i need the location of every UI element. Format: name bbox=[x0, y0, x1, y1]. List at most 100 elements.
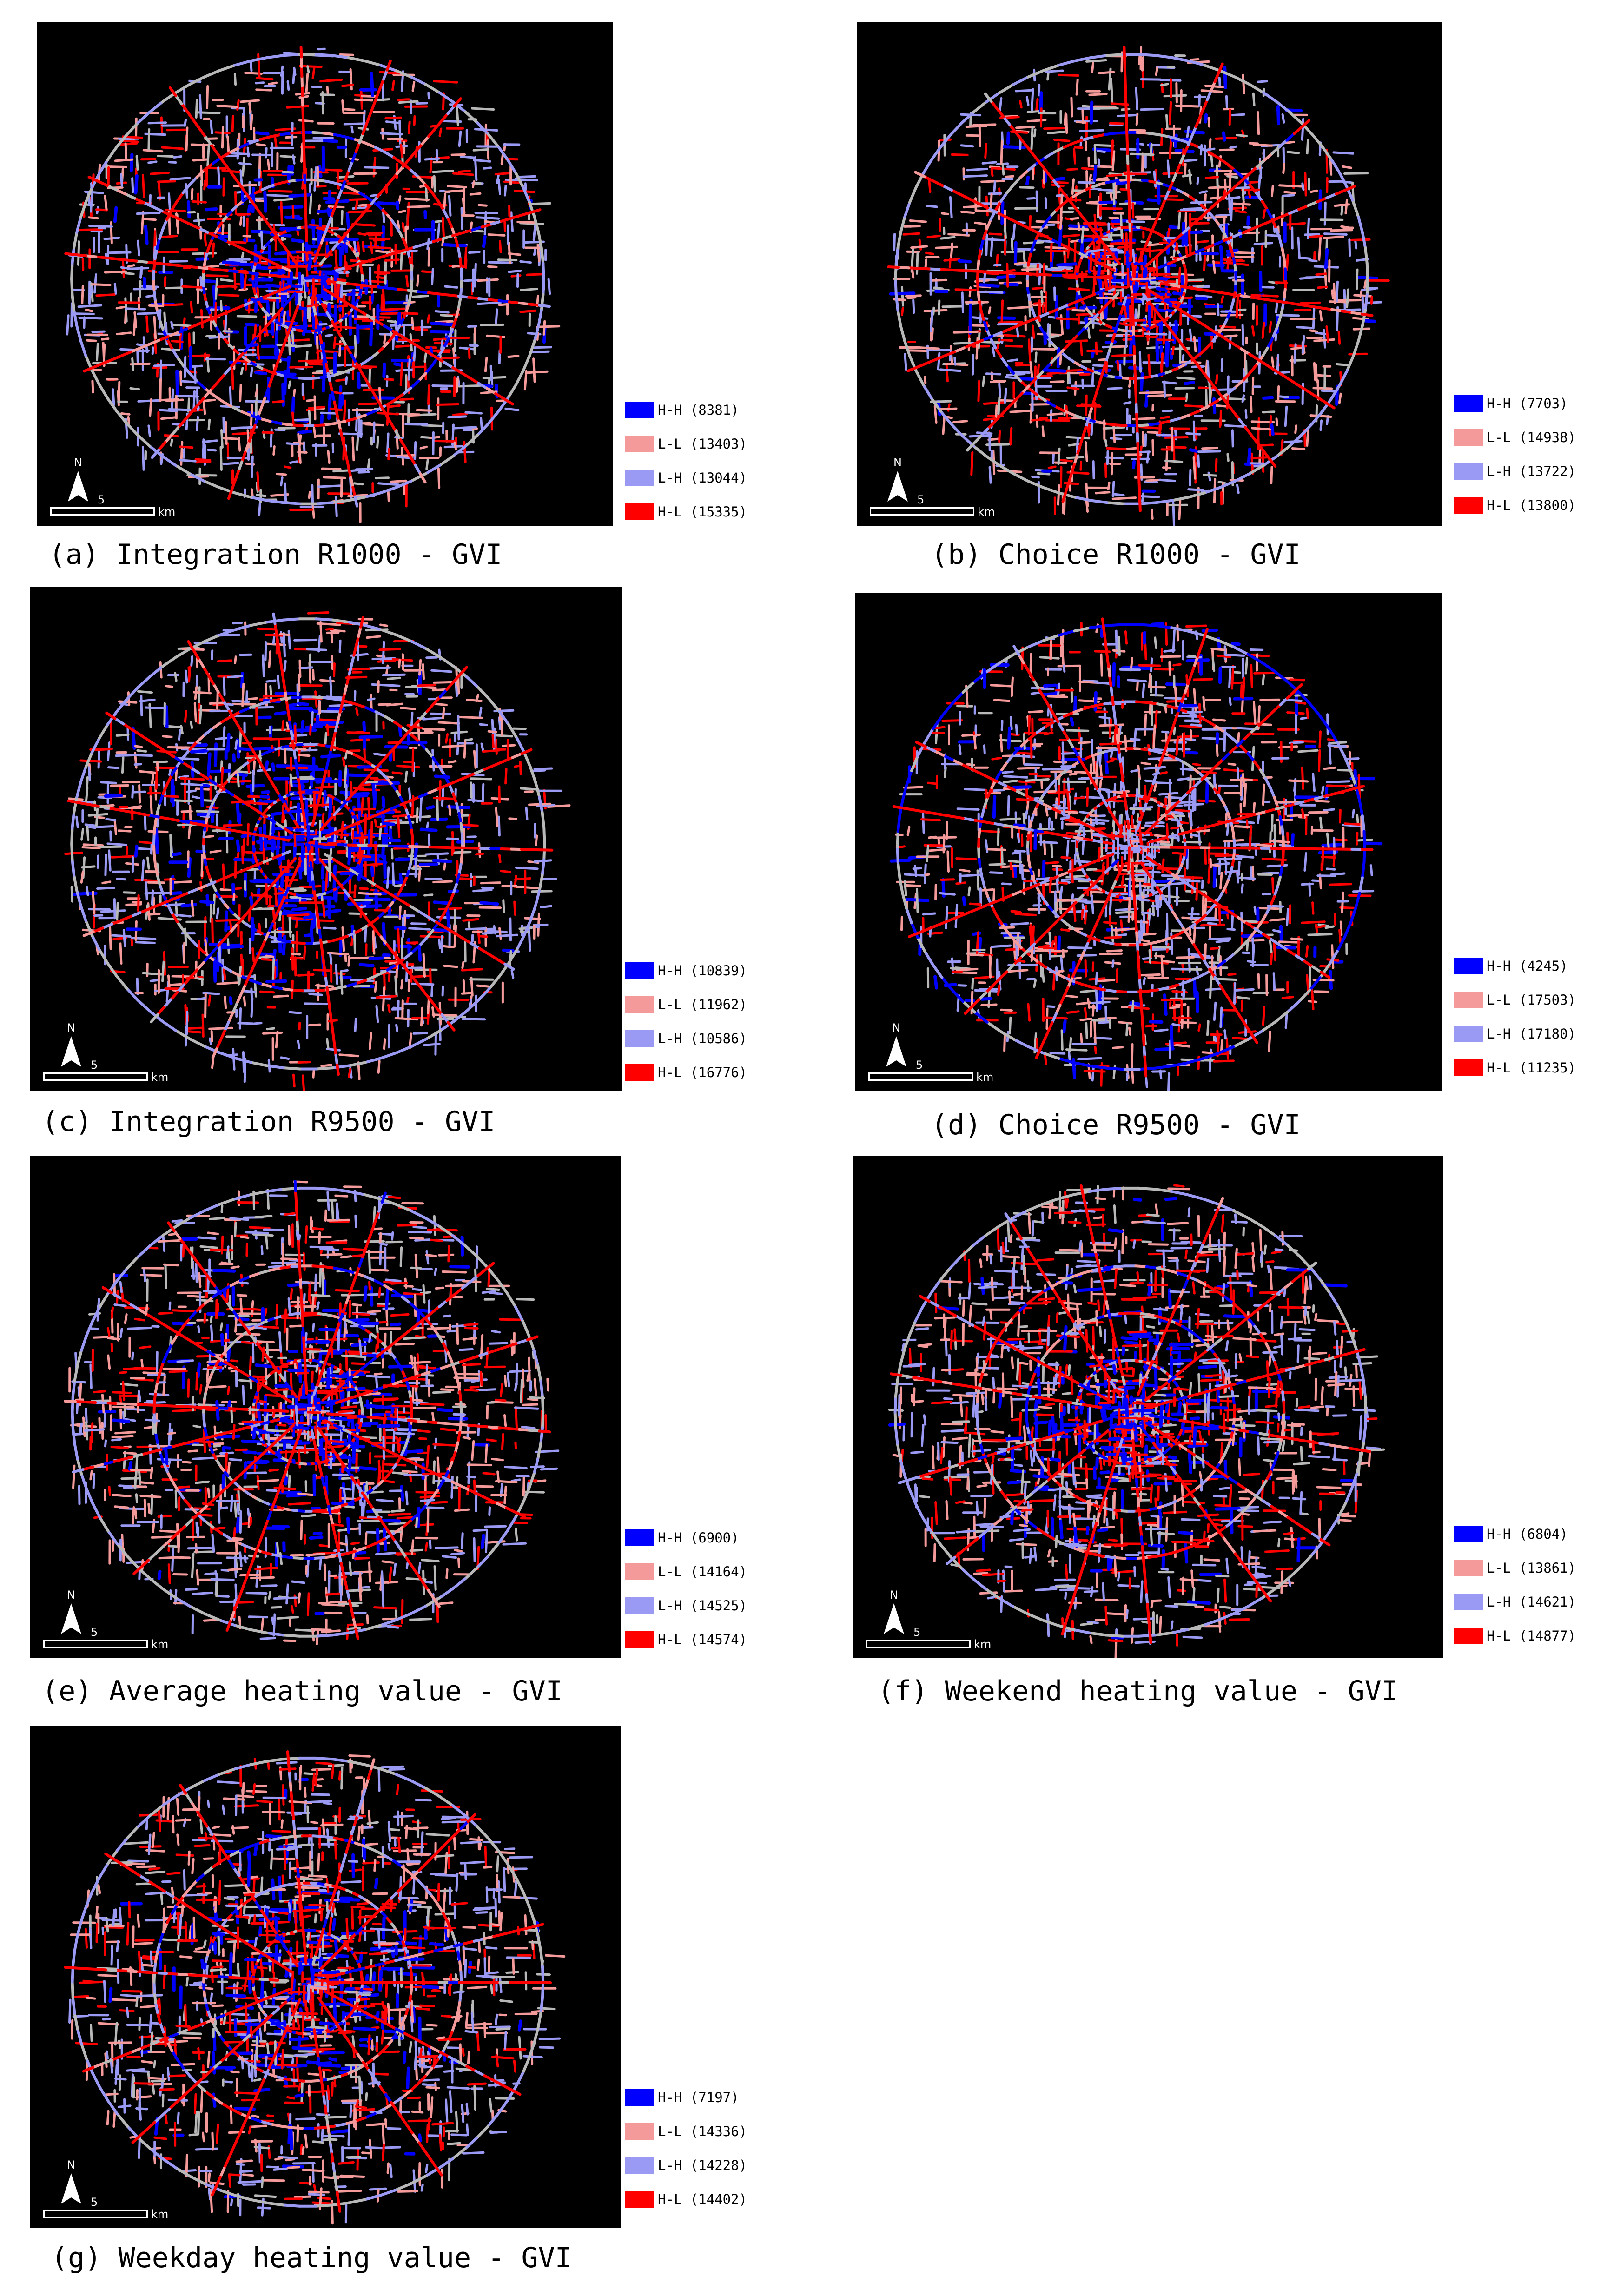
scale-bar-box bbox=[50, 507, 155, 516]
legend-swatch bbox=[625, 1064, 654, 1081]
legend-item-l-h: L-H (14525) bbox=[625, 1596, 747, 1615]
legend-label: H-L (16776) bbox=[658, 1065, 747, 1080]
legend-label: L-L (13861) bbox=[1487, 1560, 1576, 1576]
scale-bar: 5 km bbox=[866, 1626, 1005, 1654]
map-f[interactable]: N 5 km bbox=[853, 1156, 1443, 1658]
legend-item-h-h: H-H (7197) bbox=[625, 2088, 739, 2107]
legend-item-l-h: L-H (10586) bbox=[625, 1029, 747, 1048]
legend-item-h-l: H-L (14574) bbox=[625, 1630, 747, 1649]
legend-b: H-H (7703) L-L (14938) L-H (13722) H-L (138… bbox=[1454, 394, 1603, 524]
north-label: N bbox=[67, 1021, 75, 1034]
street-network bbox=[64, 1750, 566, 2225]
north-arrow: N bbox=[64, 456, 92, 507]
legend-item-h-l: H-L (13800) bbox=[1454, 496, 1576, 515]
legend-label: H-L (14574) bbox=[658, 1632, 747, 1648]
north-arrow: N bbox=[880, 1588, 908, 1640]
legend-g: H-H (7197) L-L (14336) L-H (14228) H-L (144… bbox=[625, 2088, 779, 2218]
street-network bbox=[64, 1180, 560, 1645]
legend-label: L-L (14164) bbox=[658, 1564, 747, 1580]
legend-label: L-H (13722) bbox=[1487, 463, 1576, 479]
scale-unit: km bbox=[151, 2208, 169, 2221]
north-arrow: N bbox=[884, 456, 912, 507]
scale-value: 5 bbox=[98, 493, 105, 506]
legend-swatch bbox=[1454, 395, 1483, 412]
scale-bar: 5 km bbox=[868, 1059, 1008, 1086]
legend-item-l-h: L-H (14228) bbox=[625, 2156, 747, 2175]
legend-swatch bbox=[625, 2089, 654, 2106]
map-d[interactable]: N 5 km bbox=[855, 593, 1442, 1091]
map-b[interactable]: N 5 km bbox=[857, 22, 1442, 526]
legend-item-l-h: L-H (13722) bbox=[1454, 462, 1576, 481]
scale-unit: km bbox=[158, 505, 176, 518]
legend-item-l-h: L-H (17180) bbox=[1454, 1025, 1576, 1043]
legend-item-l-l: L-L (14938) bbox=[1454, 428, 1576, 447]
legend-swatch bbox=[625, 996, 654, 1013]
north-label: N bbox=[67, 1588, 75, 1601]
legend-swatch bbox=[625, 2191, 654, 2208]
legend-label: H-L (15335) bbox=[658, 504, 747, 520]
north-arrow: N bbox=[57, 1021, 85, 1072]
scale-value: 5 bbox=[917, 493, 925, 506]
legend-label: L-L (11962) bbox=[658, 997, 747, 1012]
legend-label: L-L (14336) bbox=[658, 2124, 747, 2139]
legend-swatch bbox=[625, 1529, 654, 1546]
street-network bbox=[64, 611, 571, 1091]
legend-label: L-H (14228) bbox=[658, 2157, 747, 2173]
legend-swatch bbox=[625, 470, 654, 486]
legend-swatch bbox=[1454, 958, 1483, 974]
legend-label: L-H (14525) bbox=[658, 1598, 747, 1614]
scale-bar: 5 km bbox=[43, 1626, 183, 1654]
scale-unit: km bbox=[151, 1071, 169, 1084]
caption-c: (c) Integration R9500 - GVI bbox=[42, 1105, 496, 1138]
legend-label: H-L (14877) bbox=[1487, 1628, 1576, 1644]
north-arrow-icon bbox=[887, 471, 908, 502]
legend-label: H-H (10839) bbox=[658, 963, 747, 979]
street-network bbox=[887, 46, 1390, 526]
legend-item-h-l: H-L (16776) bbox=[625, 1063, 747, 1082]
legend-item-l-l: L-L (14164) bbox=[625, 1562, 747, 1581]
map-c[interactable]: N 5 km bbox=[30, 587, 622, 1091]
scale-bar-box bbox=[866, 1640, 971, 1648]
legend-label: H-L (11235) bbox=[1487, 1060, 1576, 1076]
legend-swatch bbox=[625, 2157, 654, 2174]
legend-a: H-H (8381) L-L (13403) L-H (13044) H-L (153… bbox=[625, 401, 779, 531]
north-arrow: N bbox=[57, 2158, 85, 2210]
legend-item-l-h: L-H (14621) bbox=[1454, 1593, 1576, 1611]
legend-swatch bbox=[625, 1563, 654, 1580]
street-network bbox=[888, 1184, 1385, 1658]
caption-a: (a) Integration R1000 - GVI bbox=[49, 538, 503, 571]
legend-item-l-l: L-L (17503) bbox=[1454, 991, 1576, 1009]
legend-swatch bbox=[625, 1030, 654, 1047]
legend-swatch bbox=[625, 2123, 654, 2140]
legend-swatch bbox=[1454, 992, 1483, 1008]
legend-item-h-l: H-L (11235) bbox=[1454, 1059, 1576, 1077]
legend-swatch bbox=[625, 436, 654, 452]
north-arrow-icon bbox=[886, 1036, 906, 1067]
legend-d: H-H (4245) L-L (17503) L-H (17180) H-L (112… bbox=[1454, 957, 1603, 1087]
legend-item-l-l: L-L (14336) bbox=[625, 2122, 747, 2141]
north-label: N bbox=[74, 456, 82, 469]
legend-label: L-H (10586) bbox=[658, 1031, 747, 1046]
north-arrow-icon bbox=[61, 1036, 81, 1067]
scale-bar-box bbox=[870, 507, 974, 516]
caption-g: (g) Weekday heating value - GVI bbox=[51, 2242, 572, 2274]
scale-value: 5 bbox=[91, 1626, 98, 1639]
scale-value: 5 bbox=[916, 1059, 923, 1072]
caption-f: (f) Weekend heating value - GVI bbox=[878, 1675, 1398, 1707]
north-label: N bbox=[893, 456, 902, 469]
legend-e: H-H (6900) L-L (14164) L-H (14525) H-L (145… bbox=[625, 1528, 779, 1659]
legend-swatch bbox=[625, 962, 654, 979]
legend-swatch bbox=[1454, 1560, 1483, 1576]
scale-value: 5 bbox=[91, 2196, 98, 2209]
scale-bar: 5 km bbox=[43, 2196, 183, 2223]
scale-bar: 5 km bbox=[50, 493, 190, 521]
map-a[interactable]: N 5 km bbox=[37, 22, 613, 526]
legend-swatch bbox=[1454, 1594, 1483, 1610]
north-arrow-icon bbox=[61, 2173, 81, 2204]
legend-item-h-h: H-H (10839) bbox=[625, 961, 747, 980]
legend-swatch bbox=[1454, 1059, 1483, 1076]
map-g[interactable]: N 5 km bbox=[30, 1726, 621, 2228]
map-e[interactable]: N 5 km bbox=[30, 1156, 621, 1658]
legend-item-h-l: H-L (15335) bbox=[625, 503, 747, 521]
legend-swatch bbox=[1454, 497, 1483, 514]
